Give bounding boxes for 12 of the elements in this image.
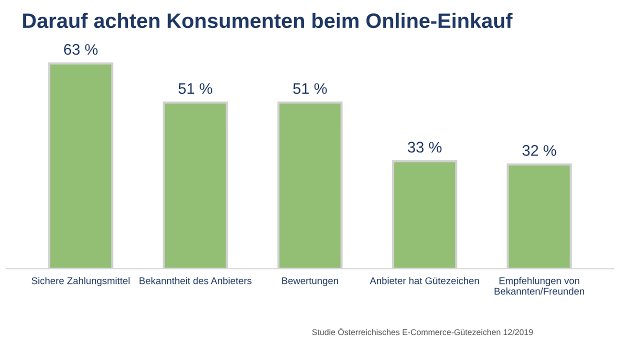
data-label: 32 % <box>522 145 556 156</box>
x-tick-label: Sichere Zahlungsmittel <box>32 277 130 286</box>
data-label: 51 % <box>178 83 212 94</box>
x-tick-label: Empfehlungen von Bekannten/Freunden <box>494 277 584 295</box>
chart-title: Darauf achten Konsumenten beim Online-Einkauf <box>23 12 513 28</box>
x-tick-label: Bekanntheit des Anbieters <box>140 277 252 284</box>
x-tick-label: Anbieter hat Gütezeichen <box>370 277 479 284</box>
x-tick-label: Bewertungen <box>282 277 338 286</box>
data-label: 33 % <box>408 142 442 153</box>
data-label: 51 % <box>293 83 327 94</box>
text: Studie Österreichisches E-Commerce-Gütezeichen 12/2019 <box>312 328 533 336</box>
data-label: 63 % <box>64 44 98 55</box>
